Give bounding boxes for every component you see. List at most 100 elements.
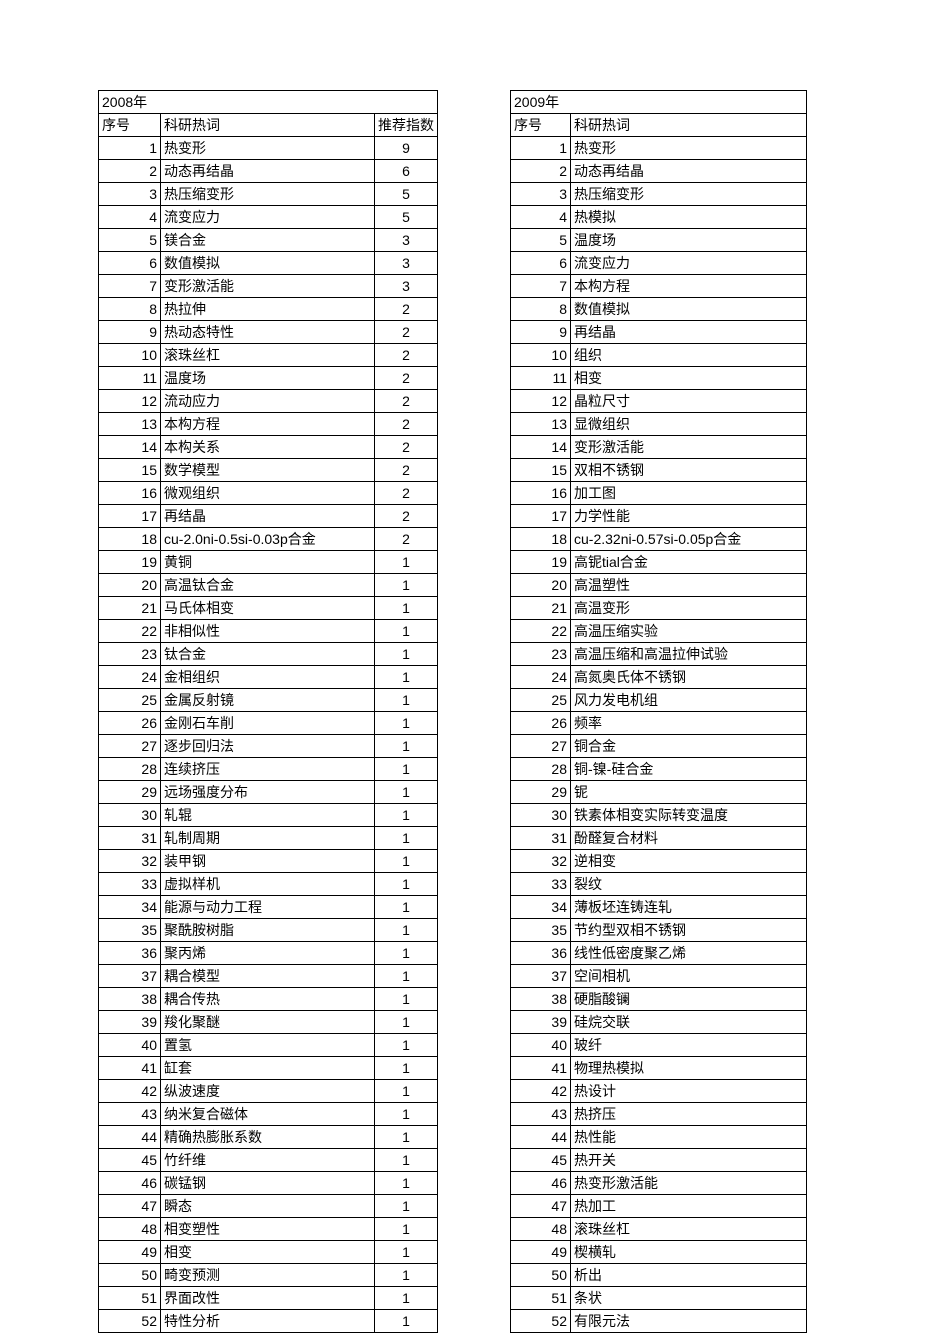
table-row: 16加工图	[511, 482, 807, 505]
table-row: 3热压缩变形	[511, 183, 807, 206]
table-row: 23高温压缩和高温拉伸试验	[511, 643, 807, 666]
cell-seq: 41	[99, 1057, 161, 1080]
table-row: 52特性分析1	[99, 1310, 438, 1333]
table-row: 45热开关	[511, 1149, 807, 1172]
cell-term: 本构关系	[161, 436, 375, 459]
cell-term: 玻纤	[571, 1034, 807, 1057]
table-row: 13显微组织	[511, 413, 807, 436]
cell-term: 相变	[161, 1241, 375, 1264]
table-row: 28铜-镍-硅合金	[511, 758, 807, 781]
cell-term: 马氏体相变	[161, 597, 375, 620]
cell-seq: 51	[511, 1287, 571, 1310]
cell-term: 热变形激活能	[571, 1172, 807, 1195]
cell-term: 组织	[571, 344, 807, 367]
cell-rec: 1	[375, 919, 438, 942]
cell-seq: 23	[99, 643, 161, 666]
cell-rec: 3	[375, 275, 438, 298]
table-row: 5镁合金3	[99, 229, 438, 252]
hdr-seq-left: 序号	[99, 114, 161, 137]
table-row: 19黄铜1	[99, 551, 438, 574]
cell-rec: 1	[375, 1149, 438, 1172]
cell-term: 线性低密度聚乙烯	[571, 942, 807, 965]
table-row: 12流动应力2	[99, 390, 438, 413]
table-row: 31轧制周期1	[99, 827, 438, 850]
table-row: 51条状	[511, 1287, 807, 1310]
cell-term: 变形激活能	[161, 275, 375, 298]
cell-rec: 1	[375, 574, 438, 597]
cell-seq: 3	[99, 183, 161, 206]
cell-rec: 2	[375, 298, 438, 321]
table-row: 4流变应力5	[99, 206, 438, 229]
cell-rec: 1	[375, 758, 438, 781]
cell-seq: 18	[99, 528, 161, 551]
year-row-right: 2009年	[511, 91, 807, 114]
table-row: 20高温钛合金1	[99, 574, 438, 597]
year-row-left: 2008年	[99, 91, 438, 114]
table-row: 22非相似性1	[99, 620, 438, 643]
cell-seq: 26	[511, 712, 571, 735]
cell-rec: 1	[375, 781, 438, 804]
table-row: 37耦合模型1	[99, 965, 438, 988]
cell-seq: 21	[99, 597, 161, 620]
cell-term: 流变应力	[161, 206, 375, 229]
table-row: 46碳锰钢1	[99, 1172, 438, 1195]
cell-seq: 33	[511, 873, 571, 896]
cell-term: 能源与动力工程	[161, 896, 375, 919]
cell-seq: 40	[511, 1034, 571, 1057]
cell-rec: 2	[375, 505, 438, 528]
cell-seq: 51	[99, 1287, 161, 1310]
cell-seq: 27	[99, 735, 161, 758]
table-row: 8热拉伸2	[99, 298, 438, 321]
cell-term: 动态再结晶	[571, 160, 807, 183]
cell-term: 金属反射镜	[161, 689, 375, 712]
cell-rec: 1	[375, 827, 438, 850]
cell-rec: 5	[375, 206, 438, 229]
table-row: 29铌	[511, 781, 807, 804]
table-row: 11相变	[511, 367, 807, 390]
cell-seq: 14	[99, 436, 161, 459]
cell-rec: 1	[375, 804, 438, 827]
cell-term: 节约型双相不锈钢	[571, 919, 807, 942]
cell-seq: 32	[511, 850, 571, 873]
cell-seq: 52	[99, 1310, 161, 1333]
cell-seq: 12	[511, 390, 571, 413]
cell-term: 热拉伸	[161, 298, 375, 321]
cell-term: 铌	[571, 781, 807, 804]
table-row: 2动态再结晶6	[99, 160, 438, 183]
cell-seq: 15	[511, 459, 571, 482]
cell-seq: 22	[99, 620, 161, 643]
cell-seq: 19	[99, 551, 161, 574]
cell-term: 再结晶	[161, 505, 375, 528]
table-row: 42纵波速度1	[99, 1080, 438, 1103]
cell-seq: 1	[99, 137, 161, 160]
cell-term: 变形激活能	[571, 436, 807, 459]
table-row: 9热动态特性2	[99, 321, 438, 344]
cell-term: 相变	[571, 367, 807, 390]
cell-term: 瞬态	[161, 1195, 375, 1218]
cell-rec: 1	[375, 643, 438, 666]
cell-seq: 37	[99, 965, 161, 988]
table-row: 26频率	[511, 712, 807, 735]
cell-rec: 1	[375, 1310, 438, 1333]
cell-seq: 25	[99, 689, 161, 712]
cell-term: 裂纹	[571, 873, 807, 896]
cell-rec: 3	[375, 229, 438, 252]
cell-seq: 34	[99, 896, 161, 919]
cell-term: 逐步回归法	[161, 735, 375, 758]
cell-term: 力学性能	[571, 505, 807, 528]
table-row: 40玻纤	[511, 1034, 807, 1057]
cell-seq: 27	[511, 735, 571, 758]
cell-rec: 1	[375, 1126, 438, 1149]
header-row-left: 序号 科研热词 推荐指数	[99, 114, 438, 137]
cell-seq: 10	[99, 344, 161, 367]
cell-seq: 35	[511, 919, 571, 942]
cell-rec: 3	[375, 252, 438, 275]
cell-seq: 7	[99, 275, 161, 298]
table-row: 48滚珠丝杠	[511, 1218, 807, 1241]
table-row: 33虚拟样机1	[99, 873, 438, 896]
cell-seq: 23	[511, 643, 571, 666]
table-row: 13本构方程2	[99, 413, 438, 436]
cell-seq: 21	[511, 597, 571, 620]
cell-rec: 1	[375, 1057, 438, 1080]
cell-rec: 1	[375, 1195, 438, 1218]
